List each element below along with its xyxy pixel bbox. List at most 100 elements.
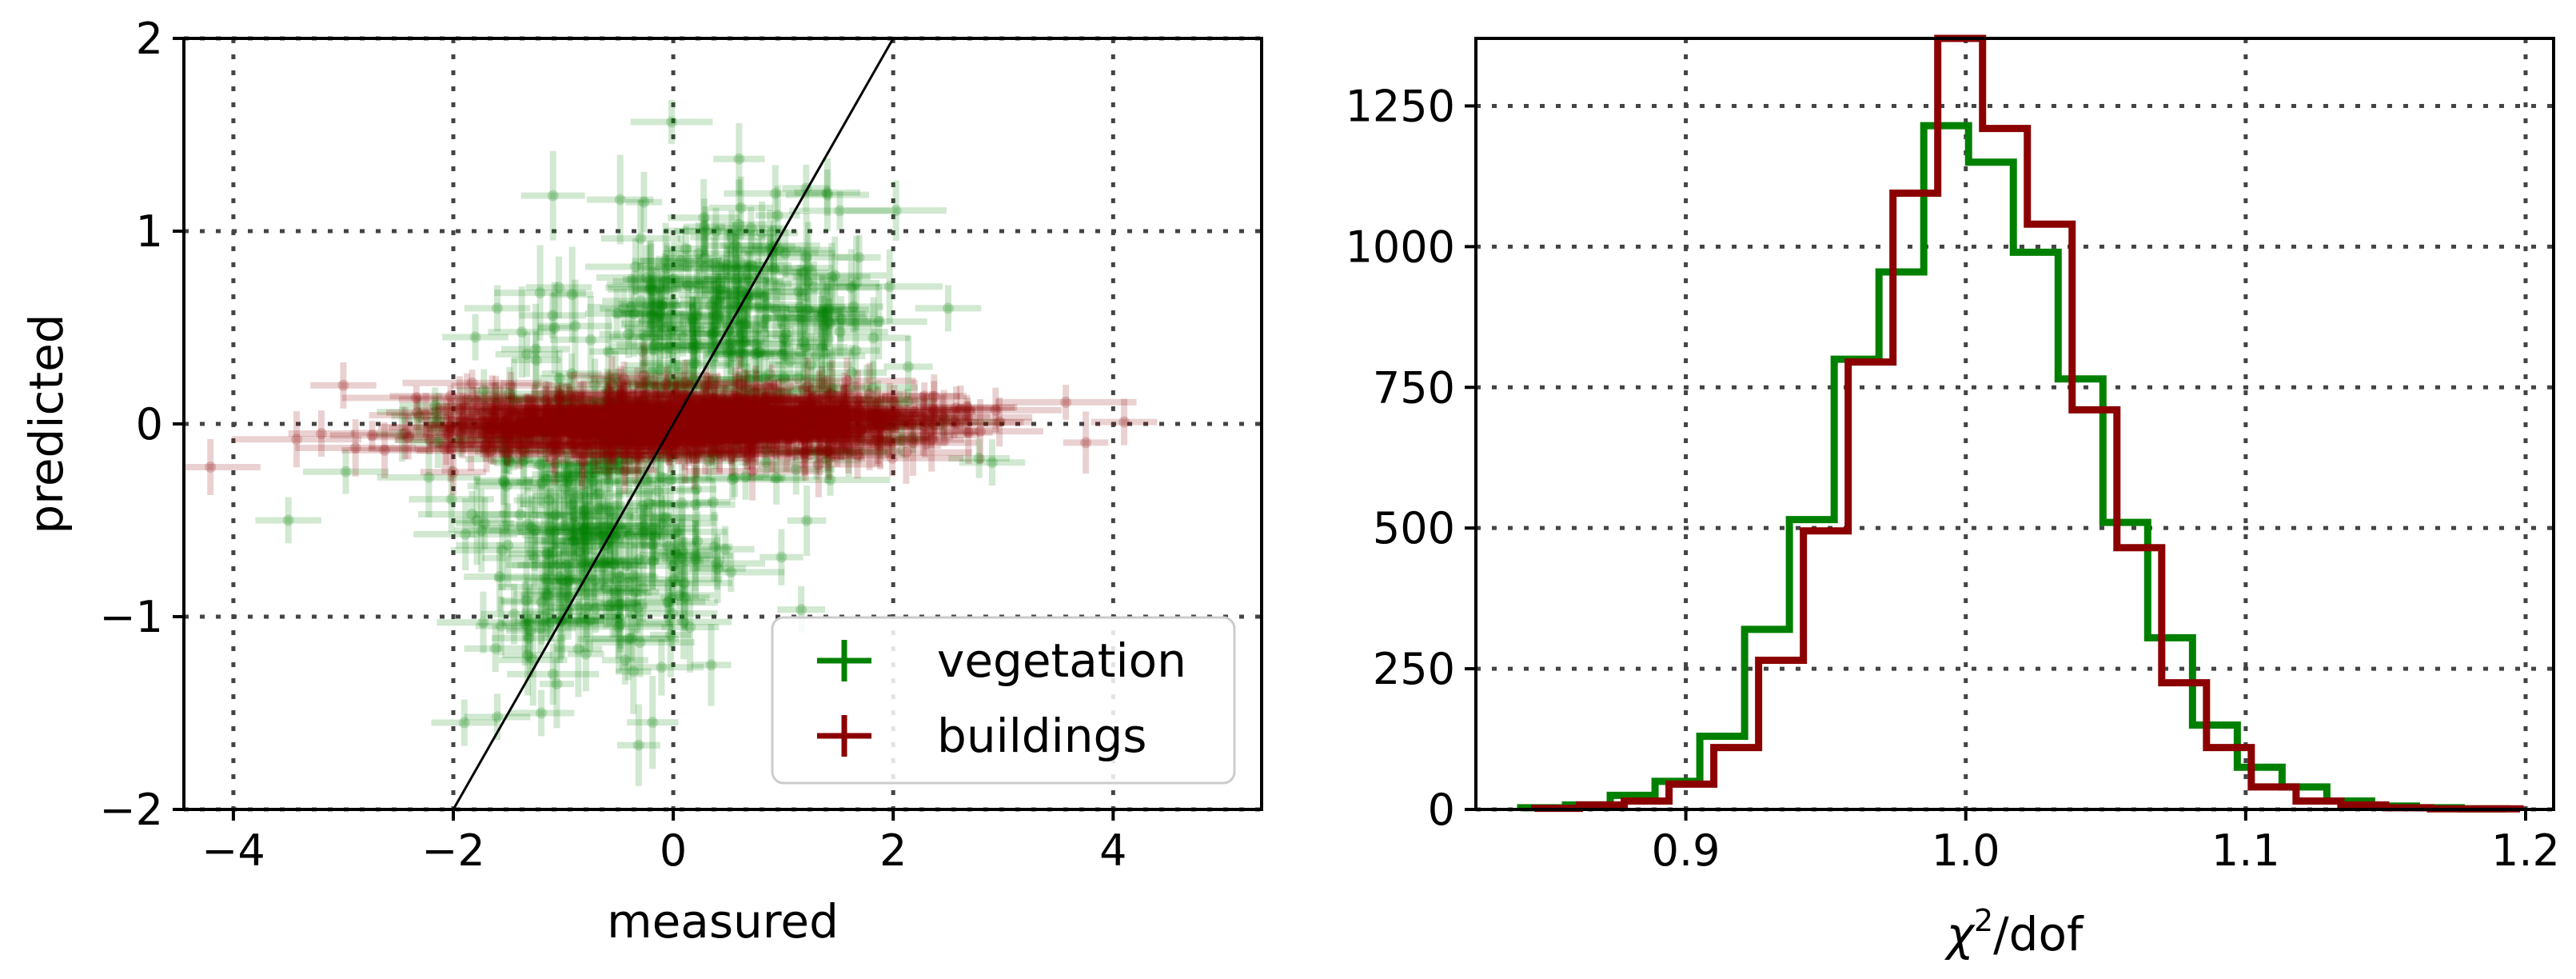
errorbar-point — [399, 387, 471, 425]
errorbar-point — [695, 388, 819, 450]
errorbar-point — [728, 454, 764, 500]
errorbar-point — [854, 380, 902, 428]
errorbar-marker — [580, 648, 592, 660]
errorbar-point — [493, 447, 618, 479]
errorbar-point — [703, 234, 769, 325]
errorbar-marker — [708, 541, 720, 553]
errorbar-point — [696, 525, 755, 573]
errorbar-marker — [928, 390, 940, 402]
errorbar-marker — [623, 433, 635, 445]
errorbar-marker — [432, 436, 444, 448]
errorbar-point — [642, 278, 681, 334]
errorbar-marker — [705, 659, 717, 671]
errorbar-marker — [587, 475, 599, 487]
errorbar-marker — [705, 410, 717, 422]
errorbar-marker — [847, 301, 859, 313]
errorbar-marker — [829, 417, 841, 429]
errorbar-point — [584, 521, 620, 605]
errorbar-marker — [720, 543, 732, 555]
errorbar-point — [710, 416, 837, 453]
errorbar-marker — [481, 420, 493, 432]
errorbar-point — [600, 288, 648, 329]
errorbar-marker — [660, 512, 672, 524]
errorbar-marker — [568, 428, 580, 440]
errorbar-point — [455, 497, 514, 550]
errorbar-marker — [583, 422, 595, 434]
errorbar-marker — [553, 571, 565, 583]
errorbar-marker — [655, 429, 667, 441]
errorbar-point — [668, 178, 740, 257]
errorbar-marker — [614, 618, 626, 630]
errorbar-point — [496, 419, 560, 449]
errorbar-marker — [890, 205, 902, 217]
errorbar-point — [626, 270, 697, 341]
errorbar-marker — [907, 432, 919, 444]
errorbar-point — [636, 537, 732, 629]
errorbar-marker — [748, 387, 760, 399]
errorbar-marker — [535, 622, 547, 634]
errorbar-marker — [656, 512, 668, 524]
errorbar-marker — [543, 494, 555, 506]
errorbar-point — [560, 529, 599, 574]
errorbar-marker — [628, 665, 640, 677]
errorbar-point — [613, 386, 708, 482]
errorbar-point — [540, 412, 692, 447]
errorbar-marker — [670, 526, 682, 538]
errorbar-marker — [677, 389, 689, 401]
errorbar-marker — [601, 446, 613, 458]
errorbar-marker — [411, 407, 423, 419]
errorbar-point — [663, 427, 731, 479]
errorbar-marker — [728, 472, 740, 484]
errorbar-point — [644, 309, 696, 358]
errorbar-point — [596, 438, 640, 485]
errorbar-marker — [696, 426, 708, 438]
errorbar-marker — [560, 559, 572, 571]
errorbar-marker — [824, 474, 836, 486]
errorbar-marker — [653, 282, 665, 294]
errorbar-marker — [595, 446, 607, 458]
errorbar-point — [677, 414, 762, 445]
errorbar-point — [804, 382, 907, 442]
errorbar-point — [435, 380, 572, 433]
errorbar-point — [540, 486, 608, 556]
errorbar-point — [838, 399, 886, 462]
errorbar-point — [628, 352, 719, 416]
errorbar-point — [664, 359, 763, 399]
errorbar-marker — [549, 509, 561, 521]
errorbar-point — [578, 548, 652, 637]
errorbar-point — [376, 406, 429, 462]
errorbar-marker — [639, 525, 651, 537]
errorbar-point — [437, 428, 534, 462]
errorbar-marker — [590, 419, 602, 431]
errorbar-point — [512, 386, 580, 481]
errorbar-marker — [631, 426, 643, 438]
errorbar-point — [500, 560, 553, 641]
errorbar-marker — [521, 348, 533, 360]
errorbar-point — [464, 541, 536, 612]
errorbar-marker — [768, 406, 780, 418]
errorbar-point — [449, 420, 590, 470]
errorbar-marker — [584, 521, 596, 533]
errorbar-point — [644, 565, 715, 625]
errorbar-point — [475, 596, 527, 656]
errorbar-marker — [733, 423, 745, 435]
errorbar-point — [712, 418, 817, 458]
errorbar-marker — [688, 316, 700, 328]
errorbar-marker — [647, 441, 659, 453]
scatter-xtick-label: 0 — [660, 825, 687, 876]
errorbar-marker — [517, 454, 529, 466]
errorbar-marker — [566, 368, 578, 380]
errorbar-marker — [679, 411, 691, 423]
errorbar-marker — [547, 668, 559, 680]
errorbar-point — [720, 314, 792, 374]
errorbar-marker — [666, 116, 678, 128]
errorbar-point — [511, 386, 583, 436]
errorbar-marker — [799, 341, 811, 353]
errorbar-point — [768, 261, 859, 313]
errorbar-marker — [536, 707, 548, 719]
errorbar-point — [787, 485, 827, 557]
errorbar-marker — [761, 382, 773, 394]
errorbar-marker — [879, 406, 891, 418]
errorbar-marker — [516, 444, 528, 456]
errorbar-point — [752, 400, 819, 421]
